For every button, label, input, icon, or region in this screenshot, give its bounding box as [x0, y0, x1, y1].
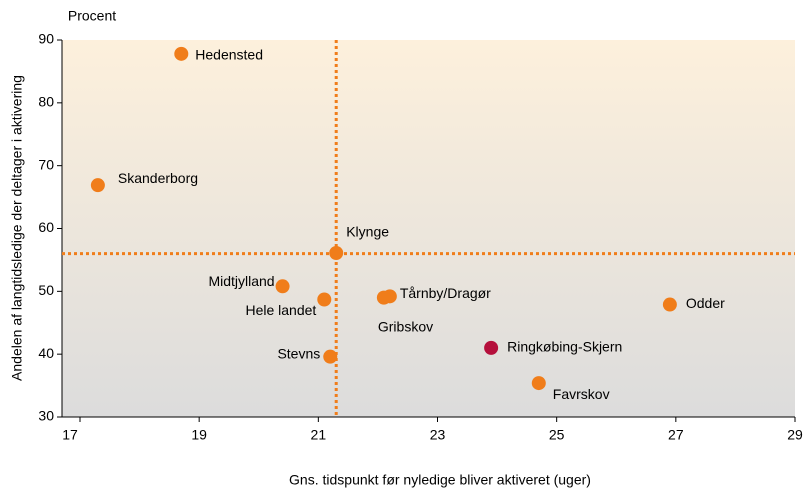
point-label: Skanderborg [118, 170, 198, 186]
y-unit-label: Procent [68, 8, 116, 24]
point [376, 290, 391, 305]
point [662, 297, 677, 312]
point-label: Odder [686, 295, 725, 311]
point-label: Favrskov [553, 386, 610, 402]
point [329, 246, 344, 261]
x-tick-label: 25 [549, 427, 565, 443]
point-label: Hele landet [245, 302, 316, 318]
point-label: Ringkøbing-Skjern [507, 339, 622, 355]
point-label: Tårnby/Dragør [400, 285, 491, 301]
point [90, 178, 105, 193]
point [484, 340, 499, 355]
x-axis-label: Gns. tidspunkt før nyledige bliver aktiv… [289, 472, 591, 488]
point [323, 349, 338, 364]
y-tick-label: 90 [38, 31, 54, 47]
y-axis-label: Andelen af langtidsledige der deltager i… [9, 75, 25, 381]
x-tick-label: 21 [311, 427, 327, 443]
y-tick-label: 50 [38, 282, 54, 298]
y-tick-label: 80 [38, 94, 54, 110]
point-label: Gribskov [378, 318, 433, 334]
x-tick-label: 19 [191, 427, 207, 443]
point-label: Midtjylland [208, 273, 274, 289]
point [317, 292, 332, 307]
x-tick-label: 27 [668, 427, 684, 443]
point [275, 279, 290, 294]
point-label: Klynge [346, 224, 389, 240]
y-tick-label: 70 [38, 156, 54, 172]
point-label: Stevns [277, 345, 320, 361]
y-tick-label: 30 [38, 408, 54, 424]
plot-background [62, 40, 795, 417]
x-tick-label: 29 [787, 427, 803, 443]
y-tick-label: 60 [38, 219, 54, 235]
y-tick-label: 40 [38, 345, 54, 361]
x-tick-label: 17 [62, 427, 78, 443]
point [531, 376, 546, 391]
x-tick-label: 23 [430, 427, 446, 443]
point-label: Hedensted [195, 47, 263, 63]
point [174, 46, 189, 61]
